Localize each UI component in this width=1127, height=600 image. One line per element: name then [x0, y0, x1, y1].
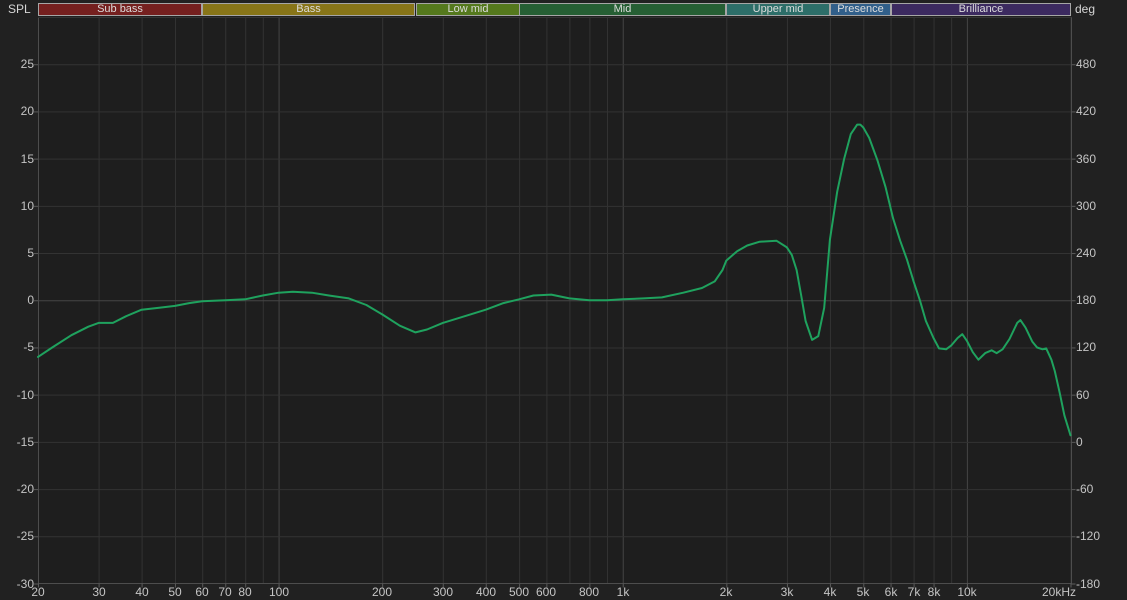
right-tick-label: 360 — [1076, 152, 1097, 166]
freq-tick-label: 6k — [884, 585, 898, 599]
right-axis-title: deg — [1075, 2, 1096, 16]
freq-tick-label: 400 — [475, 585, 497, 599]
right-tick-label: 60 — [1076, 388, 1090, 402]
right-tick-label: 240 — [1076, 246, 1097, 260]
freq-tick-label: 80 — [238, 585, 252, 599]
left-axis-title: SPL — [8, 2, 31, 16]
freq-tick-label: 7k — [907, 585, 921, 599]
left-tick-label: 0 — [27, 293, 34, 307]
left-tick-label: -10 — [16, 388, 34, 402]
freq-tick-label: 100 — [268, 585, 290, 599]
left-tick-label: -30 — [16, 577, 34, 591]
freq-tick-label: 200 — [371, 585, 393, 599]
right-tick-label: 120 — [1076, 340, 1097, 354]
left-tick-label: 25 — [20, 57, 34, 71]
right-tick-label: -120 — [1076, 529, 1101, 543]
band-brilliance: Brilliance — [891, 3, 1071, 16]
band-low-mid: Low mid — [416, 3, 520, 16]
freq-tick-label: 1k — [616, 585, 630, 599]
left-tick-label: -25 — [16, 529, 34, 543]
freq-tick-label: 10k — [957, 585, 977, 599]
freq-tick-label: 30 — [92, 585, 106, 599]
freq-tick-label: 40 — [135, 585, 149, 599]
freq-tick-label: 3k — [780, 585, 794, 599]
left-tick-label: 5 — [27, 246, 34, 260]
spl-trace — [37, 123, 1072, 437]
freq-tick-label: 5k — [856, 585, 870, 599]
right-tick-label: -60 — [1076, 482, 1094, 496]
right-tick-label: 180 — [1076, 293, 1097, 307]
freq-tick-label: 20 — [31, 585, 45, 599]
band-mid: Mid — [519, 3, 726, 16]
freq-tick-label: 60 — [195, 585, 209, 599]
left-tick-label: 20 — [20, 104, 34, 118]
left-tick-label: 10 — [20, 199, 34, 213]
band-presence: Presence — [830, 3, 891, 16]
freq-tick-label: 8k — [927, 585, 941, 599]
right-tick-label: 420 — [1076, 104, 1097, 118]
band-upper-mid: Upper mid — [726, 3, 830, 16]
left-tick-label: -15 — [16, 435, 34, 449]
freq-tick-label: 70 — [218, 585, 232, 599]
freq-tick-label: 50 — [168, 585, 182, 599]
freq-tick-label: 500 — [508, 585, 530, 599]
right-tick-label: 480 — [1076, 57, 1097, 71]
band-bass: Bass — [202, 3, 415, 16]
freq-tick-label: 300 — [432, 585, 454, 599]
freq-tick-label: 20kHz — [1041, 585, 1077, 599]
freq-tick-label: 800 — [578, 585, 600, 599]
freq-tick-label: 600 — [535, 585, 557, 599]
right-tick-label: 300 — [1076, 199, 1097, 213]
band-sub-bass: Sub bass — [38, 3, 202, 16]
right-tick-label: -180 — [1076, 577, 1101, 591]
freq-tick-label: 2k — [719, 585, 733, 599]
left-tick-label: -5 — [23, 340, 34, 354]
left-tick-label: -20 — [16, 482, 34, 496]
freq-tick-label: 4k — [823, 585, 837, 599]
right-tick-label: 0 — [1076, 435, 1083, 449]
left-tick-label: 15 — [20, 152, 34, 166]
